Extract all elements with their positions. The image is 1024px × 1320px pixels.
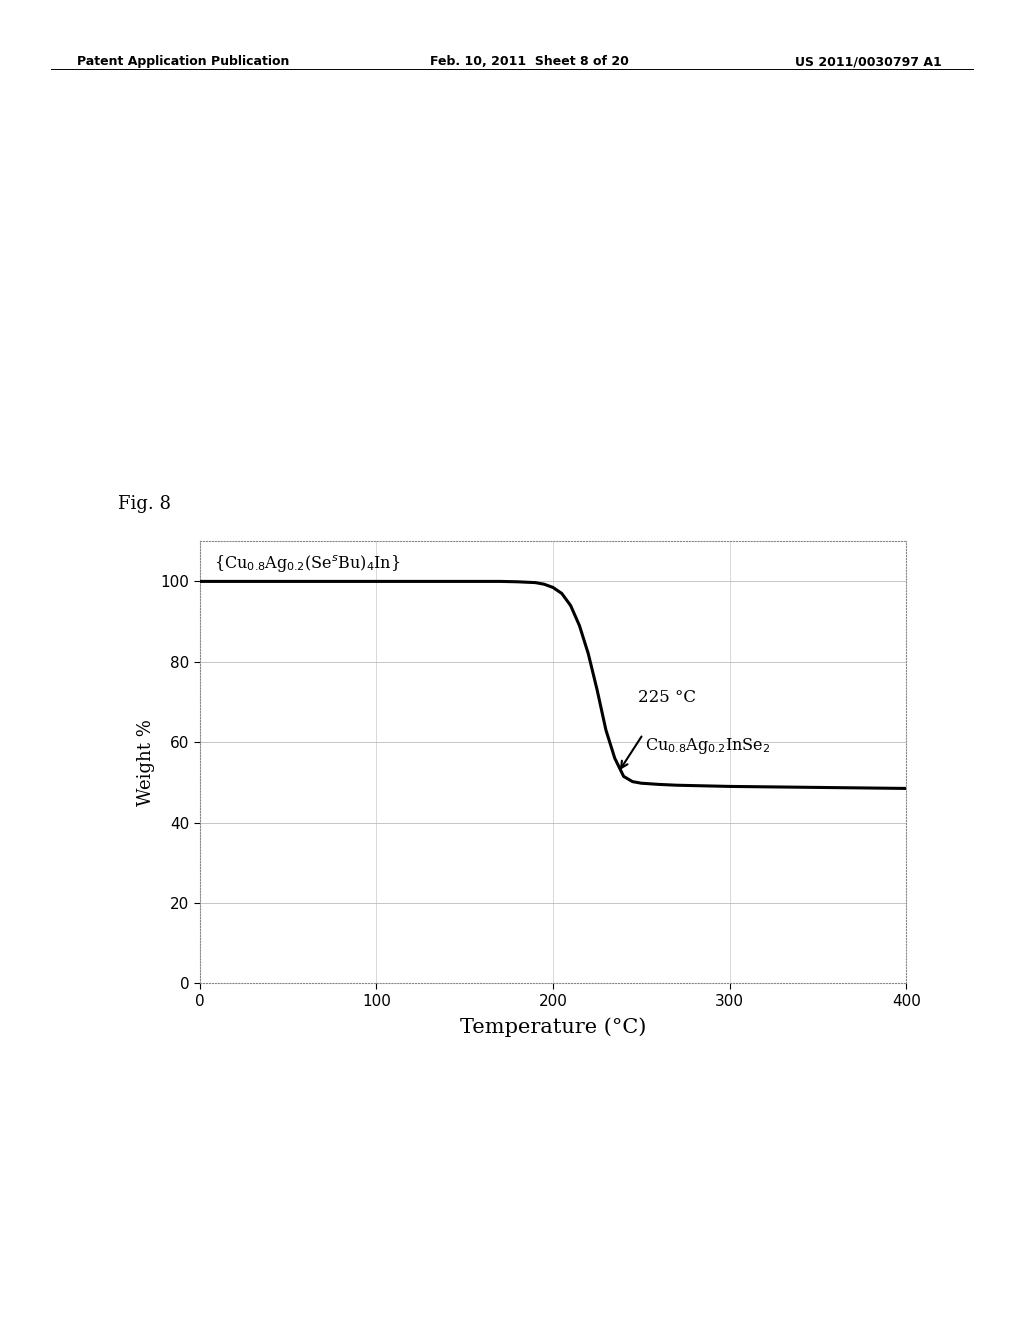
Text: US 2011/0030797 A1: US 2011/0030797 A1 — [796, 55, 942, 69]
Y-axis label: Weight %: Weight % — [137, 719, 155, 805]
Text: Feb. 10, 2011  Sheet 8 of 20: Feb. 10, 2011 Sheet 8 of 20 — [430, 55, 629, 69]
Text: Patent Application Publication: Patent Application Publication — [77, 55, 289, 69]
Text: {Cu$_{0.8}$Ag$_{0.2}$(Se$^s$Bu)$_4$In}: {Cu$_{0.8}$Ag$_{0.2}$(Se$^s$Bu)$_4$In} — [214, 553, 400, 574]
Text: 225 °C: 225 °C — [638, 689, 695, 706]
Text: Cu$_{0.8}$Ag$_{0.2}$InSe$_2$: Cu$_{0.8}$Ag$_{0.2}$InSe$_2$ — [645, 737, 770, 756]
Text: Fig. 8: Fig. 8 — [118, 495, 171, 513]
X-axis label: Temperature (°C): Temperature (°C) — [460, 1018, 646, 1036]
